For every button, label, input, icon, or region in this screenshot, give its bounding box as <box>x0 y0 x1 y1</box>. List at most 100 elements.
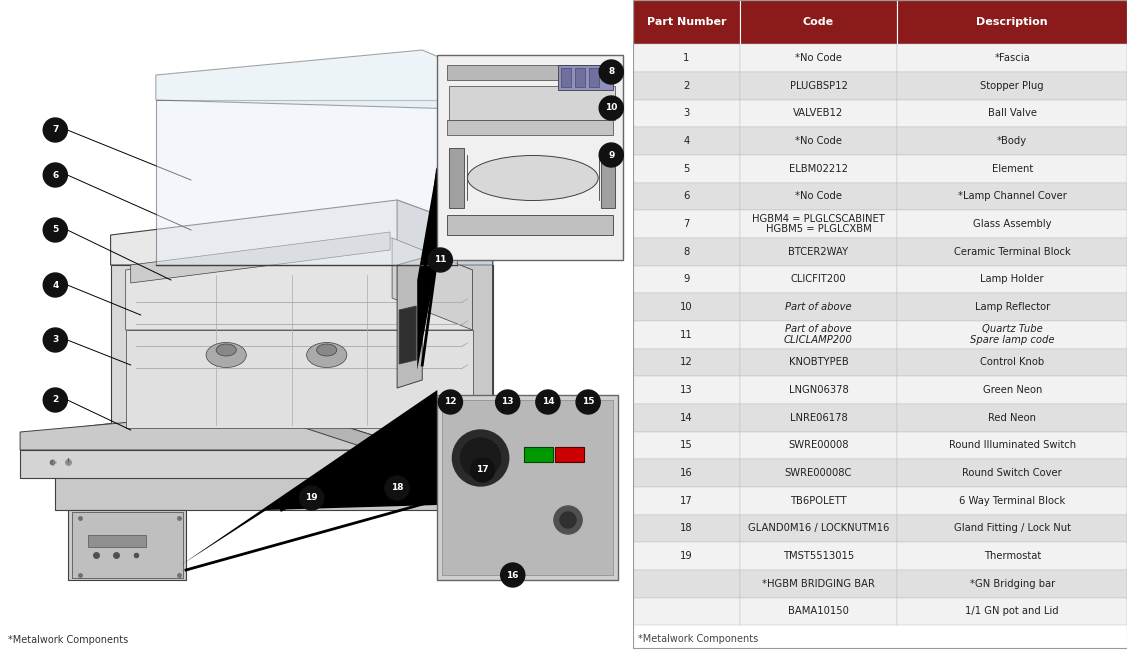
Bar <box>897 487 1127 515</box>
Circle shape <box>428 248 452 272</box>
Text: 8: 8 <box>683 247 690 257</box>
Bar <box>739 183 897 210</box>
Bar <box>739 0 897 44</box>
Text: SWRE00008: SWRE00008 <box>788 441 849 450</box>
Ellipse shape <box>206 343 247 367</box>
Text: 15: 15 <box>680 441 693 450</box>
Bar <box>739 127 897 155</box>
Bar <box>739 155 897 183</box>
Bar <box>739 266 897 293</box>
Polygon shape <box>126 238 472 330</box>
Text: Ball Valve: Ball Valve <box>987 109 1037 118</box>
Text: 13: 13 <box>680 385 693 395</box>
Text: TB6POLETT: TB6POLETT <box>790 496 846 506</box>
Circle shape <box>438 390 462 414</box>
Polygon shape <box>72 512 183 578</box>
Text: *Body: *Body <box>997 136 1028 146</box>
Text: 3: 3 <box>52 335 59 345</box>
Polygon shape <box>561 68 571 87</box>
Polygon shape <box>554 447 584 462</box>
Text: 9: 9 <box>683 274 690 285</box>
Polygon shape <box>156 100 458 265</box>
Bar <box>633 293 739 321</box>
Text: Part Number: Part Number <box>647 17 726 27</box>
Circle shape <box>461 438 500 478</box>
Circle shape <box>43 273 68 297</box>
Circle shape <box>535 390 560 414</box>
Bar <box>633 432 739 460</box>
Bar <box>897 404 1127 432</box>
Text: CLICLAMP200: CLICLAMP200 <box>784 335 853 345</box>
Polygon shape <box>450 148 464 208</box>
Polygon shape <box>55 470 492 510</box>
Text: HGBM4 = PLGLCSCABINET: HGBM4 = PLGLCSCABINET <box>752 214 885 224</box>
Bar <box>739 72 897 99</box>
Bar <box>633 321 739 348</box>
Text: 16: 16 <box>680 468 693 478</box>
Polygon shape <box>397 390 492 470</box>
Polygon shape <box>437 395 619 580</box>
Polygon shape <box>558 65 613 90</box>
Text: Control Knob: Control Knob <box>980 358 1045 367</box>
Bar <box>897 266 1127 293</box>
Bar <box>897 542 1127 570</box>
Text: Element: Element <box>992 164 1032 174</box>
Circle shape <box>470 458 495 482</box>
Bar <box>897 183 1127 210</box>
Polygon shape <box>392 238 472 330</box>
Bar <box>739 99 897 127</box>
Text: 11: 11 <box>680 330 693 340</box>
Polygon shape <box>110 265 492 435</box>
Text: *No Code: *No Code <box>795 191 842 202</box>
Text: *GN Bridging bar: *GN Bridging bar <box>969 578 1055 589</box>
Bar <box>897 515 1127 542</box>
Polygon shape <box>110 200 492 265</box>
Bar <box>897 321 1127 348</box>
Text: 14: 14 <box>542 398 554 406</box>
Bar <box>739 515 897 542</box>
Bar <box>633 460 739 487</box>
Bar <box>633 376 739 404</box>
Polygon shape <box>524 447 553 462</box>
Bar <box>739 44 897 72</box>
Text: *Fascia: *Fascia <box>994 53 1030 63</box>
Polygon shape <box>601 148 615 208</box>
Bar <box>633 487 739 515</box>
Text: Lamp Holder: Lamp Holder <box>980 274 1044 285</box>
Text: *Lamp Channel Cover: *Lamp Channel Cover <box>958 191 1066 202</box>
Bar <box>739 210 897 238</box>
Text: 7: 7 <box>52 125 59 135</box>
Text: 4: 4 <box>683 136 690 146</box>
Bar <box>633 210 739 238</box>
Circle shape <box>560 512 576 528</box>
Bar <box>739 460 897 487</box>
Text: 13: 13 <box>502 398 514 406</box>
Text: PLUGBSP12: PLUGBSP12 <box>790 81 848 91</box>
Text: 16: 16 <box>506 571 518 580</box>
Text: *Metalwork Components: *Metalwork Components <box>638 634 758 644</box>
Circle shape <box>43 328 68 352</box>
Text: BAMA10150: BAMA10150 <box>788 606 849 616</box>
Polygon shape <box>156 50 492 110</box>
Text: Round Illuminated Switch: Round Illuminated Switch <box>949 441 1076 450</box>
Text: Part of above: Part of above <box>786 302 852 312</box>
Polygon shape <box>397 200 492 435</box>
Polygon shape <box>69 510 186 580</box>
Circle shape <box>43 118 68 142</box>
Bar <box>633 183 739 210</box>
Polygon shape <box>450 86 615 120</box>
Bar <box>633 515 739 542</box>
Bar <box>739 293 897 321</box>
Polygon shape <box>286 408 372 450</box>
Circle shape <box>554 506 583 534</box>
Circle shape <box>385 476 409 500</box>
Bar <box>739 432 897 460</box>
Text: 8: 8 <box>609 68 614 77</box>
Bar <box>739 404 897 432</box>
Bar <box>897 155 1127 183</box>
Text: Ceramic Terminal Block: Ceramic Terminal Block <box>953 247 1071 257</box>
Polygon shape <box>447 215 613 235</box>
Bar <box>633 348 739 376</box>
Text: 17: 17 <box>680 496 693 506</box>
Bar <box>633 542 739 570</box>
